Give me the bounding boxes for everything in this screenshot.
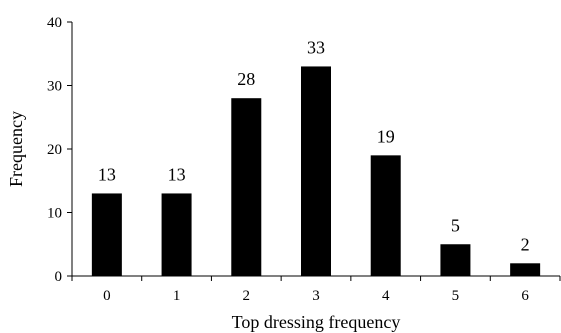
- y-tick-label: 20: [47, 142, 62, 158]
- bar-value-label: 33: [307, 37, 325, 57]
- y-tick-label: 10: [47, 206, 62, 222]
- bar: [510, 263, 541, 276]
- bar: [161, 193, 192, 276]
- y-tick-label: 30: [47, 79, 62, 95]
- bar-labels: 13 13 28 33 19 5 2: [98, 37, 530, 254]
- bar: [231, 98, 262, 276]
- x-tick-label: 5: [452, 288, 460, 304]
- bar-value-label: 28: [237, 69, 255, 89]
- x-tick-label: 0: [103, 288, 111, 304]
- y-tick-label: 40: [47, 15, 62, 31]
- x-ticks: 0 1 2 3 4 5 6: [71, 276, 561, 304]
- y-tick-label: 0: [55, 269, 63, 285]
- y-axis: 0 10 20 30 40: [47, 15, 73, 285]
- x-tick-label: 3: [312, 288, 320, 304]
- x-tick-label: 6: [521, 288, 529, 304]
- x-tick-label: 2: [243, 288, 251, 304]
- bar-value-label: 13: [98, 164, 116, 184]
- bar: [91, 193, 122, 276]
- bars: [91, 66, 541, 276]
- bar-value-label: 13: [168, 164, 186, 184]
- bar: [370, 155, 401, 276]
- x-axis: 0 1 2 3 4 5 6: [71, 275, 561, 304]
- x-axis-title: Top dressing frequency: [232, 312, 401, 332]
- bar: [301, 66, 331, 276]
- x-tick-label: 1: [173, 288, 181, 304]
- bar-value-label: 19: [377, 126, 395, 146]
- y-ticks: 0 10 20 30 40: [47, 15, 72, 285]
- bar-value-label: 2: [521, 234, 530, 254]
- bar: [440, 244, 471, 276]
- bar-value-label: 5: [451, 215, 460, 235]
- x-tick-label: 4: [382, 288, 390, 304]
- y-axis-title: Frequency: [6, 111, 26, 187]
